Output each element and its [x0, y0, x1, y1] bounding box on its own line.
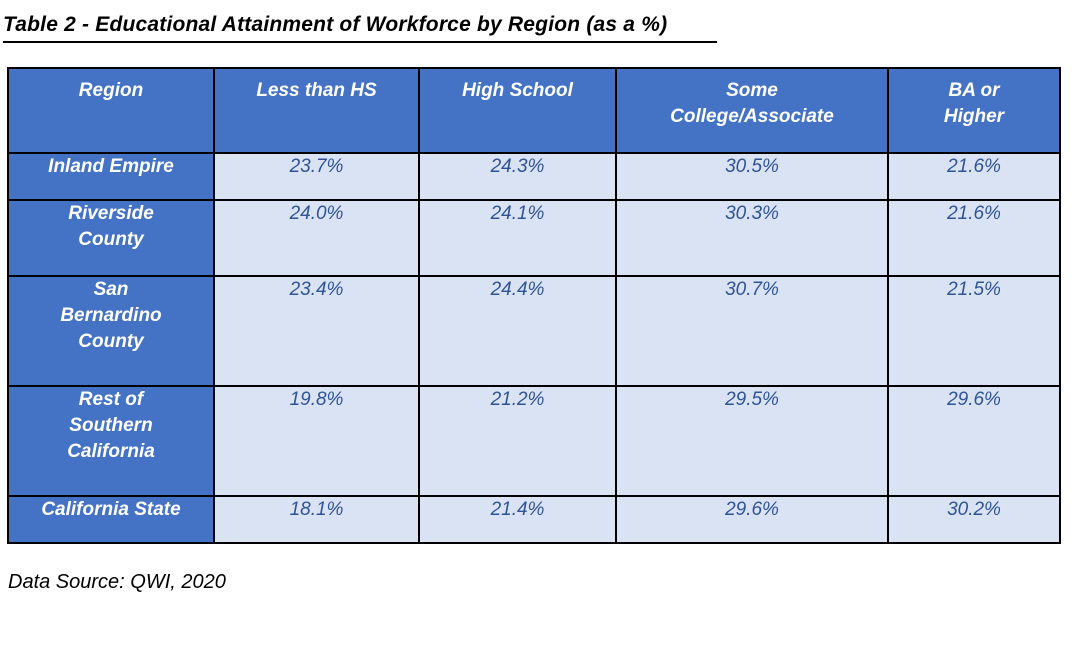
row-label-inland-empire: Inland Empire: [7, 152, 215, 201]
data-source-note: Data Source: QWI, 2020: [8, 571, 226, 593]
table-cell: 23.7%: [213, 152, 420, 201]
educational-attainment-table: Region Less than HS High School Some Col…: [7, 67, 1061, 544]
table-cell: 21.6%: [887, 199, 1061, 277]
row-label-line: Rest of: [78, 389, 144, 410]
row-label-san-bernardino-county: San Bernardino County: [7, 275, 215, 387]
column-header-label: Some: [726, 80, 778, 101]
table-row-riverside-county: Riverside County 24.0% 24.1% 30.3% 21.6%: [7, 199, 1061, 277]
table-cell: 24.3%: [418, 152, 617, 201]
table-cell: 29.5%: [615, 385, 889, 497]
table-header-row: Region Less than HS High School Some Col…: [7, 67, 1061, 154]
row-label-line: Bernardino: [60, 305, 162, 326]
table-row-inland-empire: Inland Empire 23.7% 24.3% 30.5% 21.6%: [7, 152, 1061, 201]
row-label-line: County: [78, 331, 144, 352]
table-cell: 23.4%: [213, 275, 420, 387]
table-cell: 30.7%: [615, 275, 889, 387]
table-cell: 30.2%: [887, 495, 1061, 544]
table-cell: 30.3%: [615, 199, 889, 277]
column-header-less-than-hs: Less than HS: [213, 67, 420, 154]
row-label-line: California: [67, 441, 155, 462]
table-cell: 24.0%: [213, 199, 420, 277]
table-cell: 21.6%: [887, 152, 1061, 201]
page-title: Table 2 - Educational Attainment of Work…: [3, 13, 718, 43]
row-label-line: Southern: [69, 415, 153, 436]
table-cell: 19.8%: [213, 385, 420, 497]
row-label-riverside-county: Riverside County: [7, 199, 215, 277]
table-row-san-bernardino-county: San Bernardino County 23.4% 24.4% 30.7% …: [7, 275, 1061, 387]
table-cell: 30.5%: [615, 152, 889, 201]
table-cell: 21.2%: [418, 385, 617, 497]
column-header-high-school: High School: [418, 67, 617, 154]
column-header-label: BA or: [948, 80, 1000, 101]
table-cell: 29.6%: [615, 495, 889, 544]
row-label-line: County: [78, 229, 144, 250]
table-cell: 24.1%: [418, 199, 617, 277]
table-cell: 21.5%: [887, 275, 1061, 387]
column-header-label: Region: [78, 80, 144, 101]
table-cell: 18.1%: [213, 495, 420, 544]
table-row-california-state: California State 18.1% 21.4% 29.6% 30.2%: [7, 495, 1061, 544]
row-label-california-state: California State: [7, 495, 215, 544]
row-label-line: Inland Empire: [48, 156, 174, 177]
table-row-rest-of-southern-california: Rest of Southern California 19.8% 21.2% …: [7, 385, 1061, 497]
column-header-region: Region: [7, 67, 215, 154]
column-header-some-college: Some College/Associate: [615, 67, 889, 154]
column-header-label: Less than HS: [256, 80, 377, 101]
row-label-line: California State: [41, 499, 181, 520]
row-label-rest-of-southern-california: Rest of Southern California: [7, 385, 215, 497]
row-label-line: Riverside: [68, 203, 154, 224]
table-cell: 29.6%: [887, 385, 1061, 497]
table-cell: 24.4%: [418, 275, 617, 387]
column-header-label: College/Associate: [670, 106, 834, 127]
row-label-line: San: [93, 279, 129, 300]
column-header-label: Higher: [943, 106, 1005, 127]
table-cell: 21.4%: [418, 495, 617, 544]
column-header-label: High School: [462, 80, 573, 101]
column-header-ba-or-higher: BA or Higher: [887, 67, 1061, 154]
